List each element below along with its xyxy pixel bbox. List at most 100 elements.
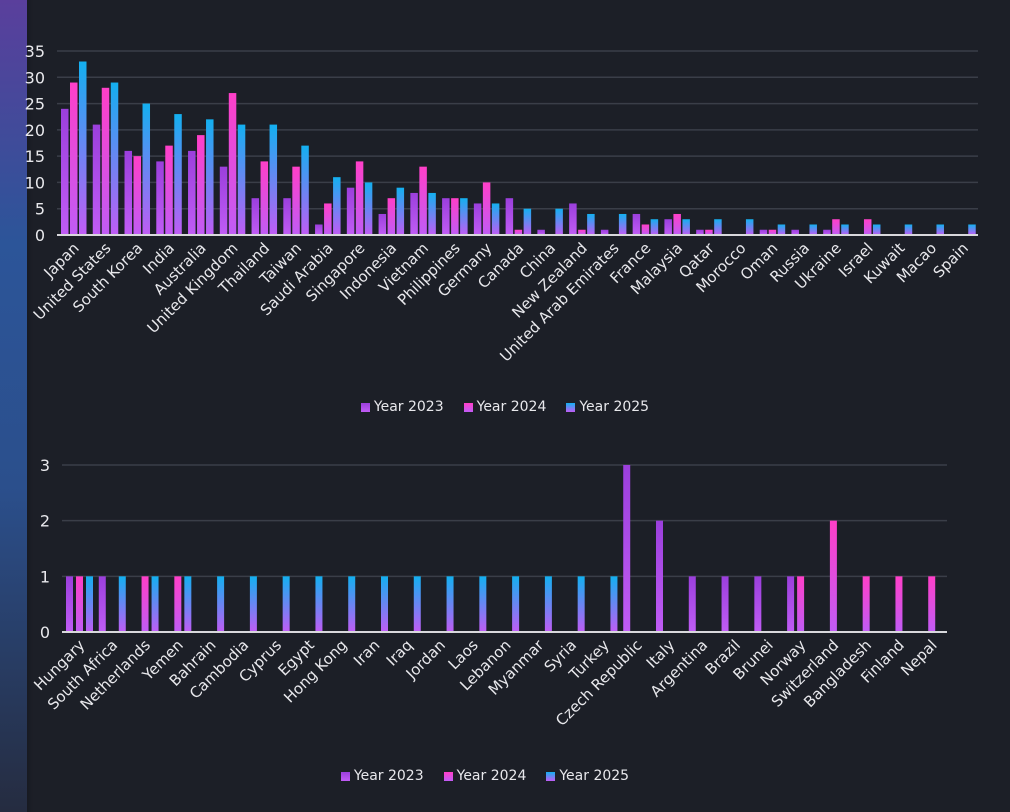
bar-year-2024-hungary[interactable]	[76, 576, 83, 632]
bar-year-2024-saudi-arabia[interactable]	[324, 203, 332, 235]
bar-year-2025-france[interactable]	[650, 219, 659, 235]
bar-year-2023-japan[interactable]	[61, 108, 69, 235]
bar-year-2025-united-arab-emirates[interactable]	[618, 213, 627, 235]
bar-year-2025-israel[interactable]	[872, 224, 881, 235]
bar-year-2024-vietnam[interactable]	[419, 166, 427, 235]
bar-year-2023-australia[interactable]	[188, 150, 196, 235]
bar-year-2024-canada[interactable]	[514, 229, 523, 235]
bar-year-2025-vietnam[interactable]	[428, 192, 436, 235]
bar-year-2025-indonesia[interactable]	[396, 187, 405, 235]
bar-year-2023-ukraine[interactable]	[823, 229, 831, 235]
bar-year-2023-saudi-arabia[interactable]	[315, 224, 323, 235]
bar-year-2025-hong-kong[interactable]	[348, 576, 356, 632]
bar-year-2025-taiwan[interactable]	[301, 145, 309, 235]
bar-year-2023-canada[interactable]	[505, 198, 514, 235]
bar-year-2025-china[interactable]	[555, 208, 563, 235]
bar-year-2024-indonesia[interactable]	[387, 198, 396, 235]
bar-year-2025-new-zealand[interactable]	[587, 213, 595, 235]
bar-year-2024-finland[interactable]	[895, 576, 903, 632]
bar-year-2025-australia[interactable]	[206, 119, 214, 235]
bar-year-2025-malaysia[interactable]	[682, 219, 690, 235]
bar-year-2025-jordan[interactable]	[446, 576, 454, 632]
bar-year-2023-qatar[interactable]	[696, 229, 704, 235]
bar-year-2023-norway[interactable]	[787, 576, 795, 632]
bar-year-2024-switzerland[interactable]	[829, 520, 837, 632]
legend-item-2023[interactable]: Year 2023	[360, 399, 444, 415]
bar-year-2025-kuwait[interactable]	[904, 224, 913, 235]
bar-year-2023-united-states[interactable]	[92, 124, 101, 235]
legend-item-2025[interactable]: Year 2025	[546, 768, 629, 784]
bar-year-2025-singapore[interactable]	[364, 182, 373, 235]
bar-year-2023-new-zealand[interactable]	[569, 203, 577, 235]
bar-year-2023-thailand[interactable]	[251, 198, 260, 235]
bar-year-2025-myanmar[interactable]	[544, 576, 552, 632]
bar-year-2023-united-arab-emirates[interactable]	[600, 229, 609, 235]
bar-year-2025-morocco[interactable]	[745, 219, 754, 235]
bar-year-2025-netherlands[interactable]	[151, 576, 159, 632]
bar-year-2024-thailand[interactable]	[260, 161, 269, 235]
bar-year-2023-germany[interactable]	[473, 203, 482, 235]
bar-year-2025-cambodia[interactable]	[249, 576, 257, 632]
bar-year-2024-netherlands[interactable]	[141, 576, 149, 632]
bar-year-2024-united-states[interactable]	[101, 87, 110, 235]
bar-year-2025-iraq[interactable]	[413, 576, 421, 632]
bar-year-2024-australia[interactable]	[197, 135, 205, 235]
bar-year-2023-hungary[interactable]	[66, 576, 73, 632]
bar-year-2024-israel[interactable]	[863, 219, 872, 235]
bar-year-2023-russia[interactable]	[791, 229, 799, 235]
bar-year-2025-qatar[interactable]	[714, 219, 722, 235]
bar-year-2024-oman[interactable]	[768, 229, 777, 235]
bar-year-2025-cyprus[interactable]	[282, 576, 290, 632]
bar-year-2023-china[interactable]	[537, 229, 545, 235]
bar-year-2024-norway[interactable]	[797, 576, 805, 632]
bar-year-2024-yemen[interactable]	[174, 576, 182, 632]
bar-year-2023-argentina[interactable]	[688, 576, 696, 632]
bar-year-2023-czech-republic[interactable]	[623, 465, 631, 632]
legend-item-2024[interactable]: Year 2024	[463, 399, 546, 415]
bar-year-2024-ukraine[interactable]	[832, 219, 840, 235]
bar-year-2025-laos[interactable]	[479, 576, 487, 632]
bar-year-2023-brunei[interactable]	[754, 576, 762, 632]
bar-year-2023-france[interactable]	[632, 213, 641, 235]
bar-year-2025-united-states[interactable]	[110, 82, 119, 236]
bar-year-2023-malaysia[interactable]	[664, 219, 672, 235]
bar-year-2025-india[interactable]	[174, 114, 182, 235]
bar-year-2025-macao[interactable]	[936, 224, 944, 235]
bar-year-2024-bangladesh[interactable]	[862, 576, 870, 632]
bar-year-2024-india[interactable]	[165, 145, 173, 235]
bar-year-2025-philippines[interactable]	[460, 198, 468, 235]
bar-year-2025-thailand[interactable]	[269, 124, 278, 235]
bar-year-2024-malaysia[interactable]	[673, 213, 681, 235]
bar-year-2023-taiwan[interactable]	[283, 198, 291, 235]
bar-year-2025-bahrain[interactable]	[217, 576, 225, 632]
bar-year-2025-egypt[interactable]	[315, 576, 323, 632]
bar-year-2025-syria[interactable]	[577, 576, 585, 632]
bar-year-2024-united-kingdom[interactable]	[228, 93, 237, 235]
bar-year-2025-united-kingdom[interactable]	[237, 124, 246, 235]
bar-year-2025-lebanon[interactable]	[512, 576, 520, 632]
bar-year-2025-saudi-arabia[interactable]	[333, 177, 341, 235]
bar-year-2025-spain[interactable]	[968, 224, 976, 235]
bar-year-2025-canada[interactable]	[523, 208, 532, 235]
bar-year-2025-japan[interactable]	[79, 61, 87, 236]
bar-year-2024-qatar[interactable]	[705, 229, 713, 235]
bar-year-2023-brazil[interactable]	[721, 576, 729, 632]
bar-year-2024-new-zealand[interactable]	[578, 229, 586, 235]
bar-year-2023-south-africa[interactable]	[98, 576, 106, 632]
bar-year-2023-india[interactable]	[156, 161, 164, 235]
bar-year-2024-taiwan[interactable]	[292, 166, 300, 235]
bar-year-2024-philippines[interactable]	[451, 198, 459, 235]
bar-year-2023-philippines[interactable]	[442, 198, 450, 235]
bar-year-2025-south-africa[interactable]	[118, 576, 126, 632]
bar-year-2025-russia[interactable]	[809, 224, 817, 235]
bar-year-2024-germany[interactable]	[482, 182, 491, 235]
bar-year-2023-italy[interactable]	[656, 520, 663, 632]
bar-year-2023-united-kingdom[interactable]	[219, 166, 228, 235]
legend-item-2024[interactable]: Year 2024	[443, 768, 526, 784]
bar-year-2025-germany[interactable]	[491, 203, 500, 235]
bar-year-2025-iran[interactable]	[381, 576, 388, 632]
bar-year-2023-vietnam[interactable]	[410, 192, 418, 235]
bar-year-2025-turkey[interactable]	[610, 576, 618, 632]
bar-year-2023-singapore[interactable]	[346, 187, 355, 235]
bar-year-2023-indonesia[interactable]	[378, 213, 387, 235]
